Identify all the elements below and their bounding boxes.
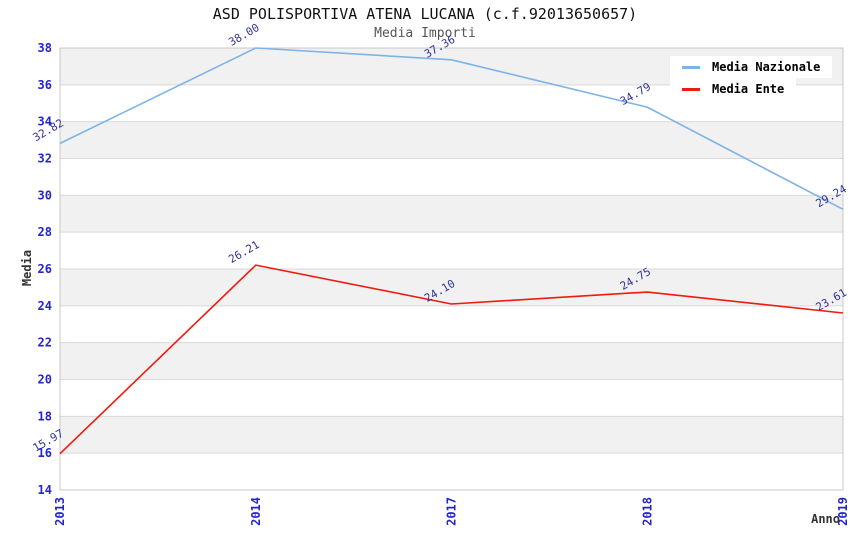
y-tick-label: 28 — [38, 225, 52, 239]
legend-item-media-nazionale: Media Nazionale — [670, 56, 833, 78]
x-tick-label: 2017 — [445, 497, 459, 526]
plot-band — [60, 342, 843, 380]
y-tick-label: 38 — [38, 41, 52, 55]
legend-label: Media Ente — [712, 82, 785, 96]
x-axis-title: Anno — [811, 512, 840, 526]
x-tick-label: 2019 — [836, 497, 850, 526]
chart-subtitle: Media Importi — [374, 26, 476, 41]
y-tick-label: 30 — [38, 188, 52, 202]
y-tick-label: 22 — [38, 336, 52, 350]
series-line-media-nazionale — [59, 47, 844, 211]
x-tick-label: 2013 — [53, 497, 67, 526]
y-tick-label: 24 — [38, 299, 52, 313]
y-tick-label: 34 — [38, 115, 52, 129]
series-line-media-ente — [59, 264, 844, 455]
media-ente-line-swatch-icon — [682, 87, 700, 91]
plot-band — [60, 121, 843, 159]
chart-title: ASD POLISPORTIVA ATENA LUCANA (c.f.92013… — [212, 5, 638, 23]
plot-band — [60, 416, 843, 454]
data-label-media-ente: 26.21 — [226, 238, 261, 266]
y-tick-label: 36 — [38, 78, 52, 92]
x-tick-label: 2018 — [640, 497, 654, 526]
legend-label: Media Nazionale — [712, 60, 821, 74]
y-tick-label: 18 — [38, 409, 52, 423]
y-tick-label: 14 — [38, 483, 52, 497]
data-label-media-nazionale: 38.00 — [226, 21, 261, 49]
y-tick-label: 26 — [38, 262, 52, 276]
plot-band — [60, 195, 843, 233]
y-tick-label: 32 — [38, 152, 52, 166]
legend-item-media-ente: Media Ente — [670, 78, 797, 100]
media-nazionale-line-swatch-icon — [682, 65, 700, 69]
x-tick-label: 2014 — [249, 497, 263, 526]
legend: Media Nazionale Media Ente — [670, 56, 833, 100]
y-tick-label: 16 — [38, 446, 52, 460]
plot-border — [59, 47, 844, 491]
y-tick-label: 20 — [38, 373, 52, 387]
